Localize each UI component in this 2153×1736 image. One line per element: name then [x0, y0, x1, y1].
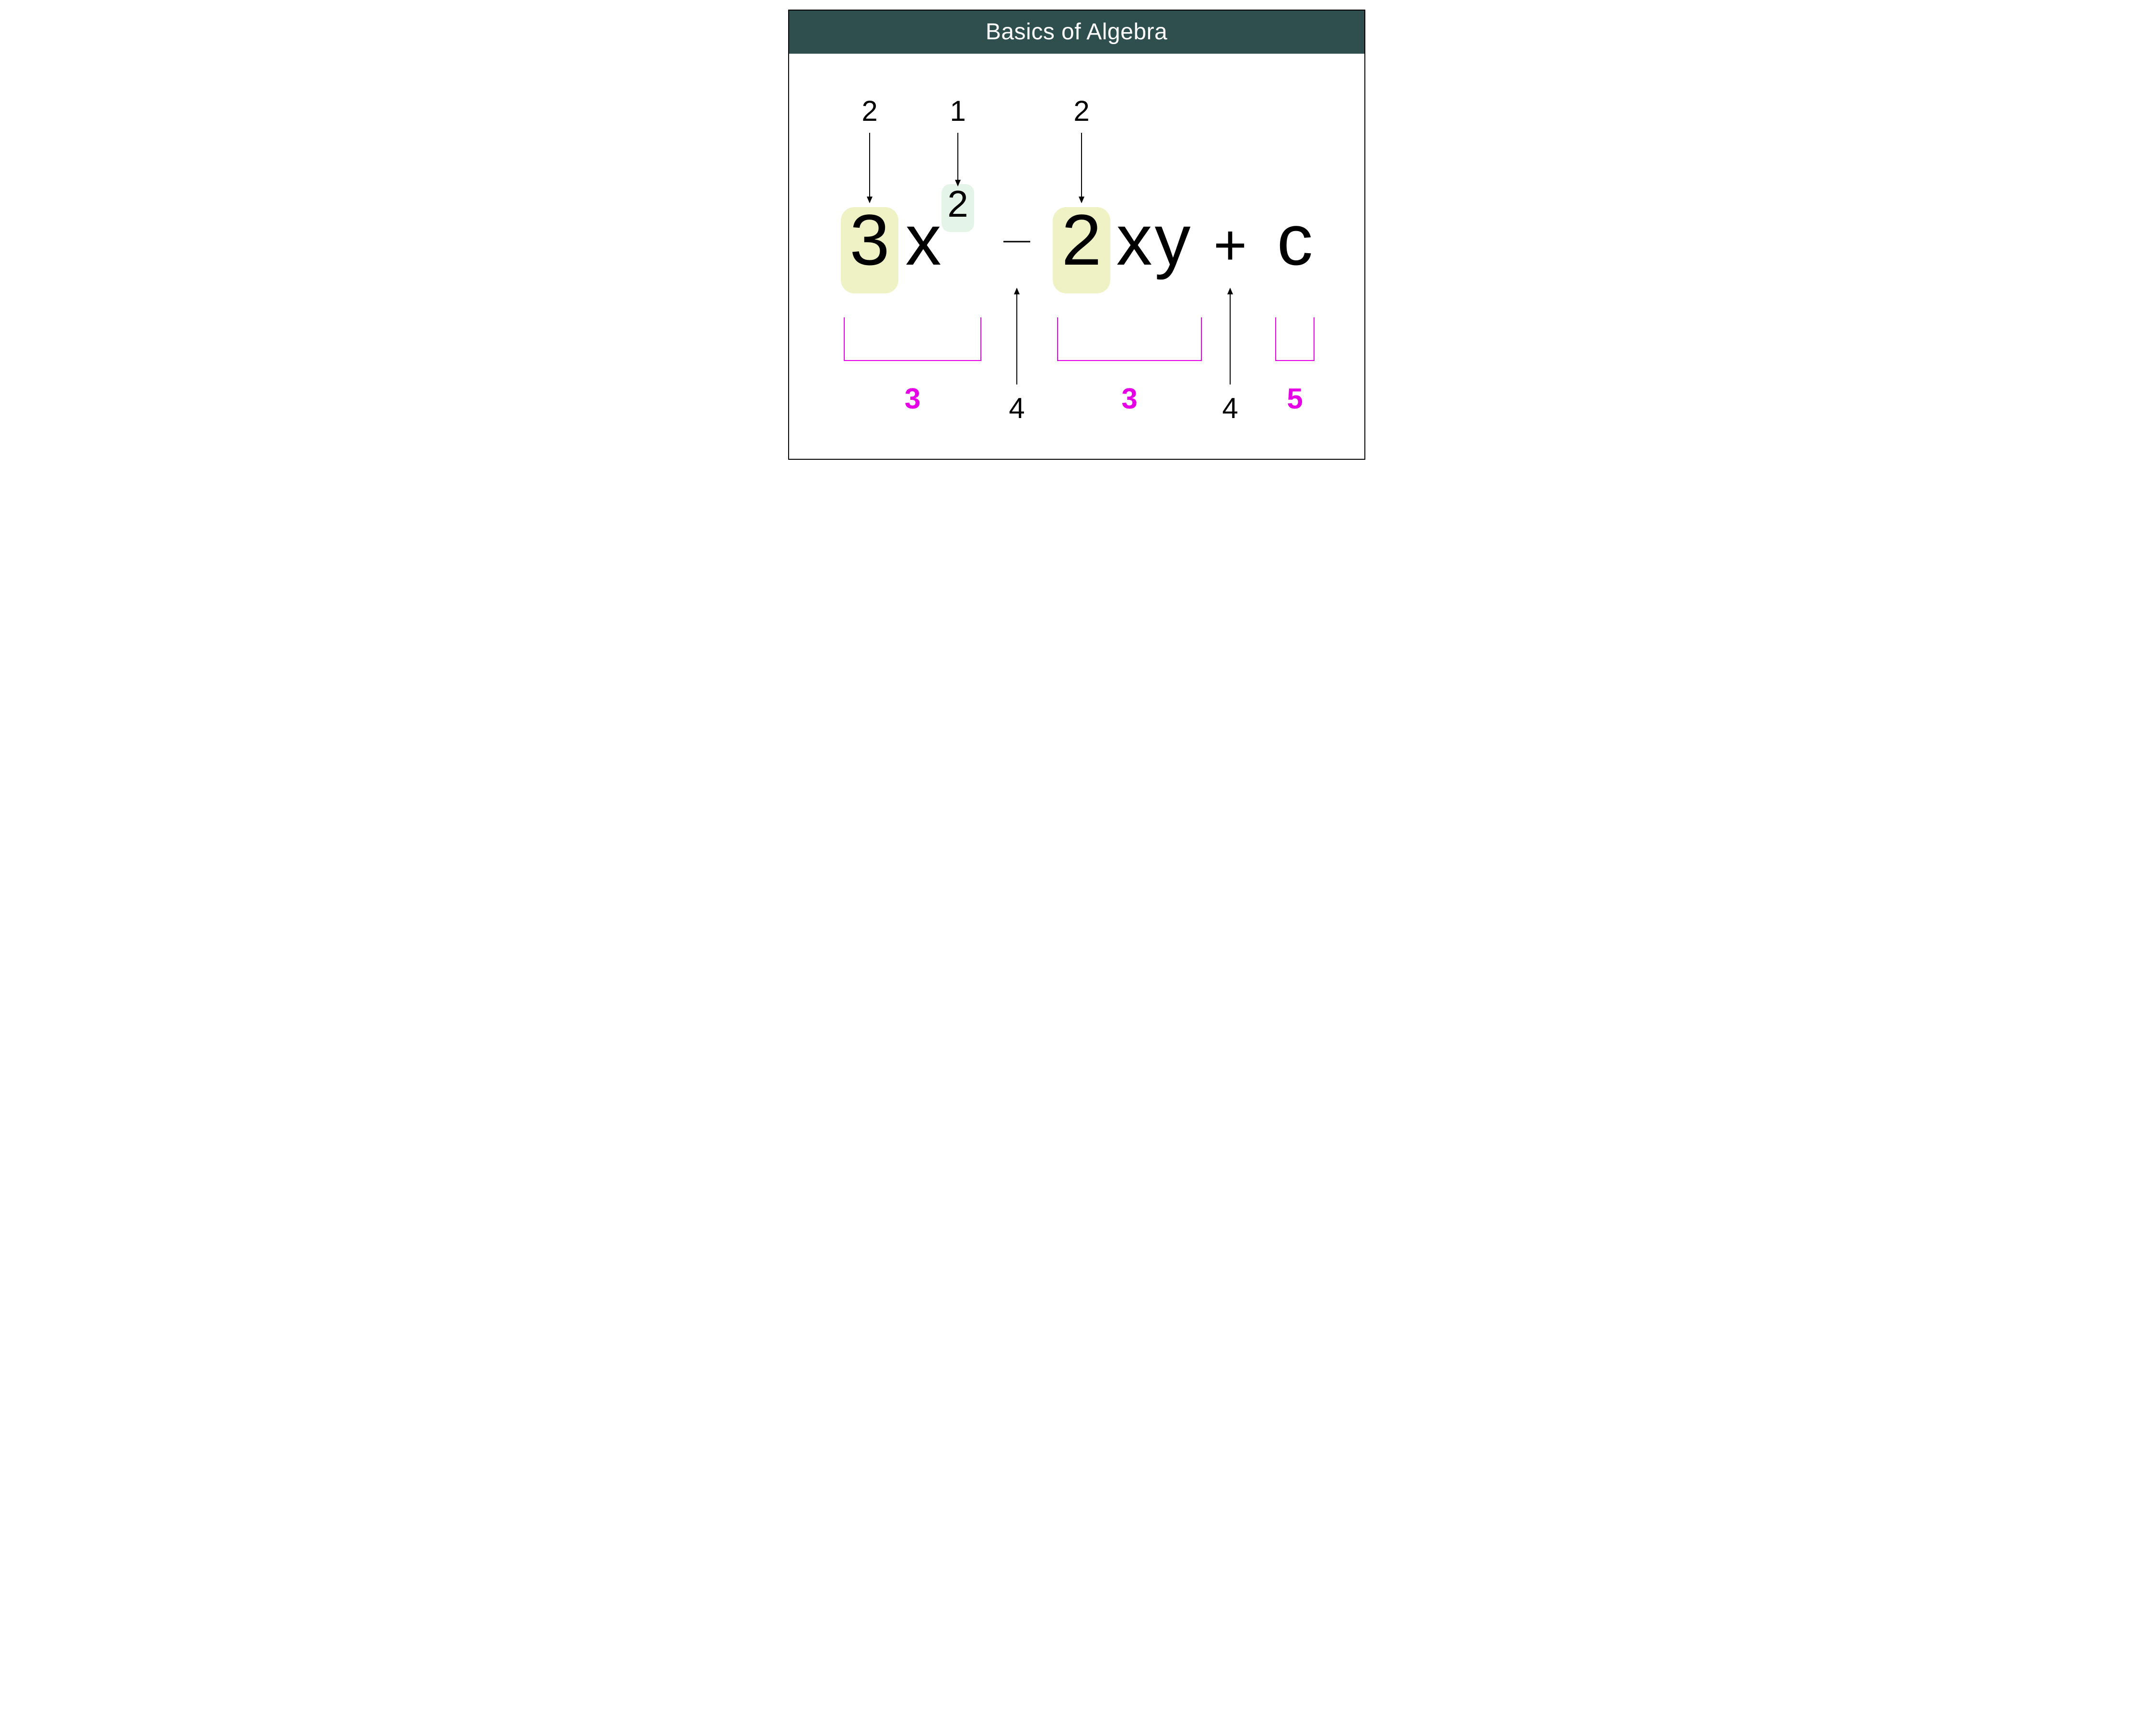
- annot-coeff-2-label: 2: [1073, 95, 1089, 127]
- annot-exponent-label: 1: [950, 95, 966, 127]
- algebra-diagram: 3x22xy+c21244335: [789, 54, 1364, 459]
- operator-plus: +: [1213, 213, 1246, 277]
- page-title: Basics of Algebra: [789, 11, 1364, 54]
- term-2-bracket: [1058, 317, 1201, 361]
- term-1-label: 3: [904, 383, 920, 415]
- term-3-label: 5: [1287, 383, 1303, 415]
- term-1-bracket: [844, 317, 981, 361]
- variable-x-1: x: [905, 199, 941, 280]
- term-3-bracket: [1276, 317, 1314, 361]
- variable-x-2: x: [1116, 199, 1152, 280]
- expression-svg: 3x22xy+c21244335: [789, 54, 1364, 456]
- annot-coeff-1-label: 2: [861, 95, 877, 127]
- annot-operator-1-label: 4: [1009, 392, 1024, 424]
- variable-y: y: [1154, 199, 1190, 280]
- coefficient-2: 2: [1061, 199, 1101, 280]
- diagram-frame: Basics of Algebra 3x22xy+c21244335: [788, 10, 1365, 460]
- constant-c: c: [1277, 199, 1313, 280]
- annot-operator-2-label: 4: [1222, 392, 1238, 424]
- exponent: 2: [947, 183, 968, 225]
- term-2-label: 3: [1121, 383, 1137, 415]
- coefficient-1: 3: [850, 199, 889, 280]
